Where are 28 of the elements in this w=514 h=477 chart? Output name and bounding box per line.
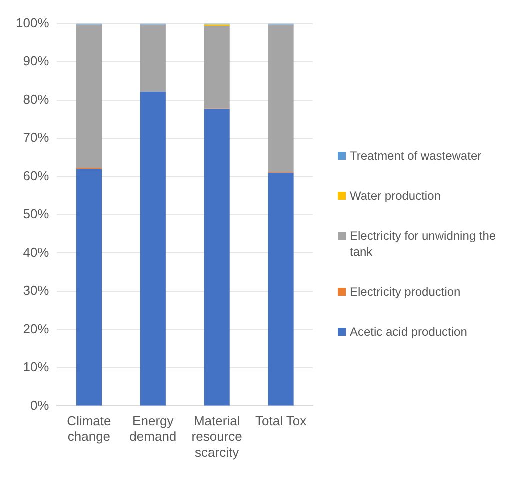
x-tick-label: Material resource scarcity [192,414,242,460]
y-tick-label: 80% [23,92,50,107]
y-tick-label: 0% [30,398,50,413]
legend-label: Electricity production [350,284,461,300]
x-tick-label: Total Tox [255,414,308,429]
x-tick-label: Energy demand [130,414,177,444]
bar [268,24,294,172]
y-tick-label: 10% [23,360,50,375]
y-tick-label: 60% [23,168,50,184]
bar [204,109,230,406]
legend-label: Acetic acid production [350,324,468,340]
y-tick-label: 20% [23,321,50,336]
bar [76,24,102,168]
bar [140,24,166,92]
bar [140,92,166,406]
y-tick-label: 50% [23,206,50,222]
legend-label: Electricity for unwidning the tank [350,228,498,260]
y-tick-label: 70% [23,130,50,146]
bar [268,172,294,406]
bar [204,26,230,109]
legend-label: Water production [350,188,441,204]
y-tick-label: 100% [16,15,50,30]
y-tick-label: 40% [23,244,50,260]
legend-label: Treatment of wastewater [350,148,482,164]
y-tick-label: 90% [23,54,50,69]
y-tick-label: 30% [23,283,50,298]
x-tick-label: Climate change [67,414,112,444]
bar [76,169,102,406]
